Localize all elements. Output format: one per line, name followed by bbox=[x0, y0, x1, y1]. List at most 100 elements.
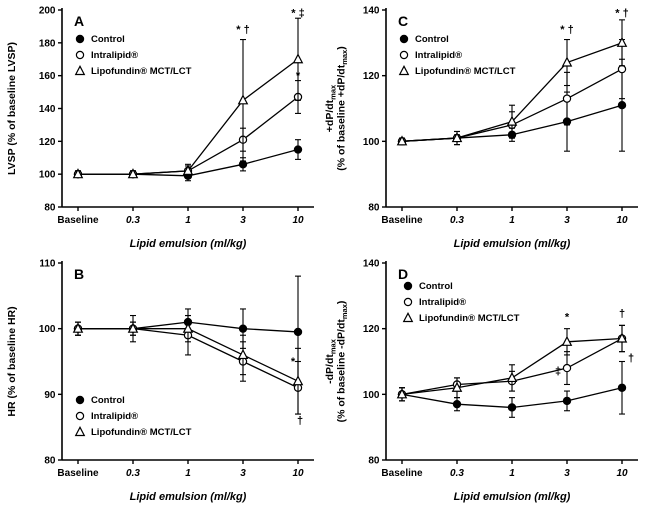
filled-circle-marker bbox=[293, 327, 303, 337]
x-tick-label: 10 bbox=[616, 468, 628, 479]
legend-label: Lipofundin® MCT/LCT bbox=[419, 313, 520, 324]
y-tick-label: 80 bbox=[368, 203, 380, 214]
open-triangle-marker bbox=[506, 115, 518, 126]
y-tick-label: 80 bbox=[44, 203, 56, 214]
open-circle-marker bbox=[617, 64, 627, 74]
x-tick-label: 1 bbox=[509, 215, 515, 226]
legend-label: Intralipid® bbox=[415, 50, 462, 61]
x-axis-title: Lipid emulsion (ml/kg) bbox=[454, 491, 571, 503]
legend-label: Lipofundin® MCT/LCT bbox=[91, 66, 192, 77]
significance-annotation: † bbox=[628, 353, 634, 365]
x-tick-label: 0.3 bbox=[450, 468, 464, 479]
y-axis-title: (% of baseline -dP/dtmax) bbox=[336, 301, 350, 423]
y-axis-title: LVSP (% of baseline LVSP) bbox=[6, 42, 18, 175]
significance-annotation: * bbox=[565, 311, 570, 323]
x-tick-label: 3 bbox=[564, 468, 570, 479]
y-tick-label: 110 bbox=[39, 259, 56, 270]
open-triangle-marker bbox=[451, 381, 463, 392]
open-triangle-marker bbox=[182, 164, 194, 175]
y-tick-label: 80 bbox=[44, 456, 56, 467]
legend-label: Intralipid® bbox=[91, 411, 138, 422]
filled-circle-marker bbox=[75, 34, 85, 44]
y-tick-label: 140 bbox=[39, 104, 56, 115]
x-axis-title: Lipid emulsion (ml/kg) bbox=[454, 238, 571, 250]
open-circle-marker bbox=[399, 50, 409, 60]
filled-circle-marker bbox=[507, 403, 517, 412]
significance-annotation: * † bbox=[615, 8, 628, 20]
legend-label: Control bbox=[415, 34, 449, 45]
panel-b-hr: 80 90 100 110 Baseline 0.3 1 3 10 Lipid emulsion … bbox=[0, 253, 324, 506]
x-tick-label: Baseline bbox=[57, 468, 99, 479]
legend-label: Intralipid® bbox=[91, 50, 138, 61]
y-tick-label: 160 bbox=[39, 71, 56, 82]
y-axis-title: -dP/dtmax bbox=[324, 338, 338, 384]
panel-letter: D bbox=[398, 266, 408, 282]
y-tick-label: 100 bbox=[39, 324, 56, 335]
y-axis-title: HR (% of baseline HR) bbox=[6, 306, 18, 416]
significance-annotation: * bbox=[296, 70, 301, 82]
significance-annotation: * † bbox=[236, 24, 249, 36]
y-tick-label: 180 bbox=[39, 38, 56, 49]
open-triangle-marker bbox=[616, 332, 628, 343]
open-triangle-marker bbox=[127, 168, 139, 179]
open-triangle-marker bbox=[74, 65, 86, 76]
x-axis-title: Lipid emulsion (ml/kg) bbox=[130, 238, 247, 250]
open-triangle-marker bbox=[292, 375, 304, 386]
filled-circle-marker bbox=[75, 395, 85, 405]
open-triangle-marker bbox=[396, 135, 408, 146]
open-triangle-marker bbox=[616, 36, 628, 47]
significance-annotation: * bbox=[291, 356, 296, 368]
open-triangle-marker bbox=[74, 426, 86, 437]
open-triangle-marker bbox=[127, 322, 139, 333]
filled-circle-marker bbox=[452, 399, 462, 409]
chart-d-negative-dpdtmax-svg: 80 100 120 140 Baseline 0.3 1 3 10 Lipid emulsion… bbox=[324, 259, 638, 503]
open-circle-marker bbox=[562, 94, 572, 103]
x-tick-label: 0.3 bbox=[450, 215, 464, 226]
filled-circle-marker bbox=[293, 145, 303, 154]
open-triangle-marker bbox=[72, 168, 84, 179]
open-triangle-marker bbox=[561, 56, 573, 67]
x-tick-label: 3 bbox=[240, 215, 246, 226]
significance-annotation: * † bbox=[560, 24, 573, 36]
y-tick-label: 100 bbox=[363, 390, 380, 401]
x-tick-label: Baseline bbox=[381, 215, 423, 226]
open-triangle-marker bbox=[396, 388, 408, 399]
filled-circle-marker bbox=[238, 324, 248, 333]
open-circle-marker bbox=[75, 411, 85, 421]
legend-label: Control bbox=[91, 34, 125, 45]
open-triangle-marker bbox=[72, 322, 84, 333]
chart-a-lvsp-svg: 80 100 120 140 160 180 200 Baseline 0.3 1 3 10 Lipid… bbox=[6, 6, 314, 250]
x-tick-label: 0.3 bbox=[126, 468, 140, 479]
x-tick-label: 1 bbox=[185, 468, 191, 479]
x-tick-label: 1 bbox=[185, 215, 191, 226]
open-triangle-marker bbox=[451, 132, 463, 143]
open-circle-marker bbox=[75, 50, 85, 60]
open-triangle-marker bbox=[402, 312, 414, 323]
open-triangle-marker bbox=[561, 335, 573, 346]
filled-circle-marker bbox=[617, 383, 627, 392]
y-tick-label: 100 bbox=[363, 137, 380, 148]
y-tick-label: 120 bbox=[363, 324, 380, 335]
filled-circle-marker bbox=[238, 160, 248, 169]
y-tick-label: 90 bbox=[44, 390, 56, 401]
open-triangle-marker bbox=[292, 53, 304, 64]
open-triangle-marker bbox=[237, 94, 249, 105]
open-triangle-marker bbox=[398, 65, 410, 76]
significance-annotation: ‡ bbox=[555, 366, 561, 378]
legend-label: Lipofundin® MCT/LCT bbox=[91, 427, 192, 438]
y-tick-label: 100 bbox=[39, 170, 56, 181]
x-tick-label: 1 bbox=[509, 468, 515, 479]
legend-label: Lipofundin® MCT/LCT bbox=[415, 66, 516, 77]
open-triangle-marker bbox=[182, 322, 194, 333]
significance-annotation: † bbox=[619, 308, 625, 320]
x-tick-label: 3 bbox=[240, 468, 246, 479]
x-tick-label: 3 bbox=[564, 215, 570, 226]
open-circle-marker bbox=[403, 297, 413, 307]
panel-c-positive-dpdtmax: 80 100 120 140 Baseline 0.3 1 3 10 Lipid emulsion… bbox=[324, 0, 648, 253]
y-tick-label: 140 bbox=[363, 6, 380, 17]
x-tick-label: 10 bbox=[292, 215, 304, 226]
chart-b-hr-svg: 80 90 100 110 Baseline 0.3 1 3 10 Lipid emulsion … bbox=[6, 259, 314, 503]
legend-label: Control bbox=[91, 395, 125, 406]
chart-c-positive-dpdtmax-svg: 80 100 120 140 Baseline 0.3 1 3 10 Lipid emulsion… bbox=[324, 6, 638, 250]
